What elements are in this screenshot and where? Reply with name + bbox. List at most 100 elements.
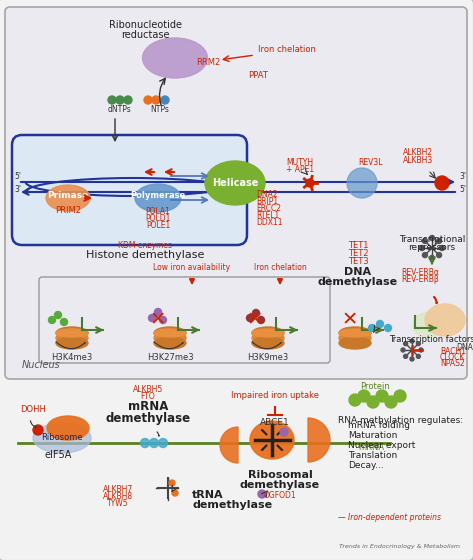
Ellipse shape <box>205 161 265 205</box>
Text: DOHH: DOHH <box>20 405 46 414</box>
Text: BACH1: BACH1 <box>440 347 466 356</box>
Ellipse shape <box>46 185 90 211</box>
Ellipse shape <box>56 337 88 349</box>
Circle shape <box>172 490 178 496</box>
Ellipse shape <box>413 312 443 338</box>
Text: 5': 5' <box>14 172 21 181</box>
Ellipse shape <box>142 38 208 78</box>
Text: ✕: ✕ <box>150 310 166 329</box>
Text: ERCC2: ERCC2 <box>256 204 281 213</box>
Circle shape <box>159 316 166 324</box>
Text: REV-ERBβ: REV-ERBβ <box>401 275 439 284</box>
Text: 3': 3' <box>14 185 21 194</box>
Circle shape <box>385 324 392 332</box>
Circle shape <box>152 96 160 104</box>
Text: BRIP1: BRIP1 <box>256 197 278 206</box>
Ellipse shape <box>135 184 181 212</box>
Text: ABCE1: ABCE1 <box>260 418 290 427</box>
Text: demethylase: demethylase <box>192 500 272 510</box>
FancyBboxPatch shape <box>5 7 467 379</box>
Text: H3K4me3: H3K4me3 <box>52 353 93 362</box>
Text: TET1: TET1 <box>348 241 368 250</box>
Text: PRIM2: PRIM2 <box>55 206 81 215</box>
Circle shape <box>33 425 43 435</box>
Text: Primase: Primase <box>47 190 88 199</box>
Text: repressors: repressors <box>409 243 455 252</box>
Ellipse shape <box>250 421 294 459</box>
Ellipse shape <box>154 329 186 337</box>
Text: POLD1: POLD1 <box>145 214 171 223</box>
Text: demethylase: demethylase <box>318 277 398 287</box>
FancyArrowPatch shape <box>434 297 437 303</box>
FancyArrowPatch shape <box>30 421 36 427</box>
Ellipse shape <box>47 416 89 440</box>
Text: RTEL1: RTEL1 <box>256 211 279 220</box>
Circle shape <box>403 342 408 346</box>
Circle shape <box>280 428 288 436</box>
Circle shape <box>347 168 377 198</box>
Text: Iron chelation: Iron chelation <box>254 263 307 272</box>
Circle shape <box>246 315 254 321</box>
Circle shape <box>161 96 169 104</box>
Circle shape <box>422 239 428 244</box>
Text: dNTPs: dNTPs <box>108 105 132 114</box>
Circle shape <box>140 438 149 447</box>
Text: Ribosomal: Ribosomal <box>248 470 312 480</box>
Ellipse shape <box>56 329 88 337</box>
Circle shape <box>437 239 442 244</box>
Circle shape <box>376 390 388 402</box>
Circle shape <box>169 480 175 486</box>
Circle shape <box>257 316 264 324</box>
Circle shape <box>155 309 161 315</box>
Text: eIF5A: eIF5A <box>44 450 72 460</box>
FancyArrowPatch shape <box>157 432 159 436</box>
Ellipse shape <box>252 329 284 337</box>
Circle shape <box>416 342 420 346</box>
Circle shape <box>144 96 152 104</box>
Text: DNA: DNA <box>344 267 372 277</box>
Text: ALKBH8: ALKBH8 <box>103 492 133 501</box>
Ellipse shape <box>56 332 88 344</box>
Circle shape <box>422 253 428 258</box>
Circle shape <box>116 96 124 104</box>
Text: — Iron-dependent proteins: — Iron-dependent proteins <box>338 513 441 522</box>
Ellipse shape <box>252 327 284 339</box>
Text: ✕: ✕ <box>247 310 263 329</box>
Circle shape <box>368 324 376 332</box>
Circle shape <box>61 319 68 325</box>
Text: H3K9me3: H3K9me3 <box>247 353 289 362</box>
Ellipse shape <box>154 332 186 344</box>
Ellipse shape <box>339 337 371 349</box>
Ellipse shape <box>339 329 371 337</box>
Text: Maturation: Maturation <box>348 431 397 440</box>
Text: ALKBH7: ALKBH7 <box>103 485 133 494</box>
Ellipse shape <box>252 332 284 344</box>
Text: Transcription factors: Transcription factors <box>389 335 473 344</box>
Text: Nuclear export: Nuclear export <box>348 441 415 450</box>
Text: mRNA: mRNA <box>128 400 168 413</box>
Ellipse shape <box>252 337 284 349</box>
Text: Decay...: Decay... <box>348 461 384 470</box>
Circle shape <box>377 320 384 328</box>
Text: NTPs: NTPs <box>150 105 169 114</box>
Circle shape <box>410 339 414 343</box>
Ellipse shape <box>154 327 186 339</box>
Text: ✕: ✕ <box>342 310 358 329</box>
Text: ALKBH5: ALKBH5 <box>133 385 163 394</box>
Circle shape <box>253 310 260 316</box>
Circle shape <box>435 176 449 190</box>
Wedge shape <box>308 418 330 462</box>
Text: mRNA: mRNA <box>358 443 384 452</box>
Ellipse shape <box>33 423 91 453</box>
Circle shape <box>429 236 435 240</box>
Text: ALKBH3: ALKBH3 <box>403 156 433 165</box>
Circle shape <box>419 348 423 352</box>
Circle shape <box>54 311 61 319</box>
Text: OGFOD1: OGFOD1 <box>263 491 296 500</box>
Text: DNA2: DNA2 <box>256 190 278 199</box>
Circle shape <box>149 315 156 321</box>
Circle shape <box>410 357 414 361</box>
Circle shape <box>306 179 314 187</box>
Text: Translation: Translation <box>348 451 397 460</box>
Text: + APE1: + APE1 <box>286 165 314 174</box>
